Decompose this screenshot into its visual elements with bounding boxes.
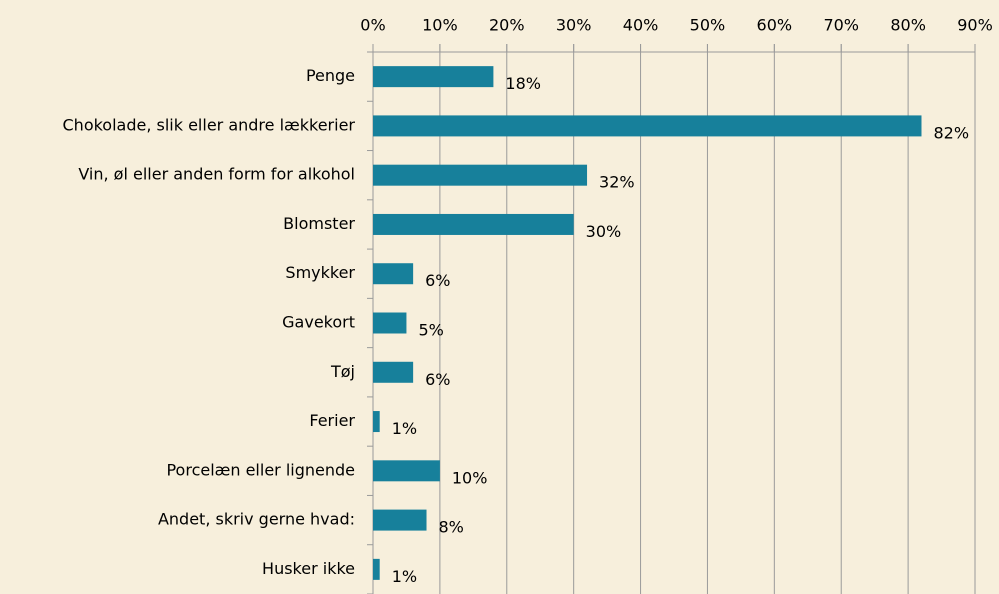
bar: [373, 66, 494, 88]
x-tick-label: 70%: [823, 16, 859, 35]
y-tick-label: Andet, skriv gerne hvad:: [158, 510, 355, 529]
y-tick-label: Blomster: [283, 214, 355, 233]
y-tick-label: Gavekort: [282, 313, 355, 332]
x-tick-label: 0%: [360, 16, 385, 35]
x-tick-label: 80%: [890, 16, 926, 35]
y-tick-label: Penge: [306, 66, 355, 85]
bar: [373, 312, 407, 334]
y-tick-label: Ferier: [309, 411, 355, 430]
bar: [373, 558, 380, 580]
data-label: 30%: [586, 222, 622, 241]
data-label: 32%: [599, 173, 635, 192]
data-label: 10%: [452, 468, 488, 487]
y-tick-label: Tøj: [330, 362, 355, 381]
y-tick-label: Chokolade, slik eller andre lækkerier: [63, 115, 356, 134]
bar: [373, 509, 427, 531]
data-label: 1%: [392, 419, 417, 438]
bar: [373, 115, 922, 137]
x-tick-label: 30%: [556, 16, 592, 35]
data-label: 1%: [392, 567, 417, 586]
y-tick-label: Husker ikke: [262, 559, 355, 578]
bar: [373, 164, 588, 186]
bar: [373, 460, 440, 482]
y-tick-label: Porcelæn eller lignende: [166, 460, 355, 479]
bar: [373, 263, 414, 285]
bar: [373, 361, 414, 383]
bar: [373, 213, 574, 235]
x-tick-label: 90%: [957, 16, 993, 35]
x-tick-label: 50%: [690, 16, 726, 35]
x-tick-label: 60%: [757, 16, 793, 35]
data-label: 5%: [418, 321, 443, 340]
x-tick-label: 20%: [489, 16, 525, 35]
y-tick-label: Smykker: [285, 263, 355, 282]
data-label: 6%: [425, 370, 450, 389]
data-label: 6%: [425, 271, 450, 290]
x-tick-label: 10%: [422, 16, 458, 35]
data-label: 18%: [505, 74, 541, 93]
data-label: 8%: [439, 518, 464, 537]
bar: [373, 411, 380, 433]
x-tick-label: 40%: [623, 16, 659, 35]
y-tick-label: Vin, øl eller anden form for alkohol: [78, 165, 355, 184]
data-label: 82%: [933, 123, 969, 142]
